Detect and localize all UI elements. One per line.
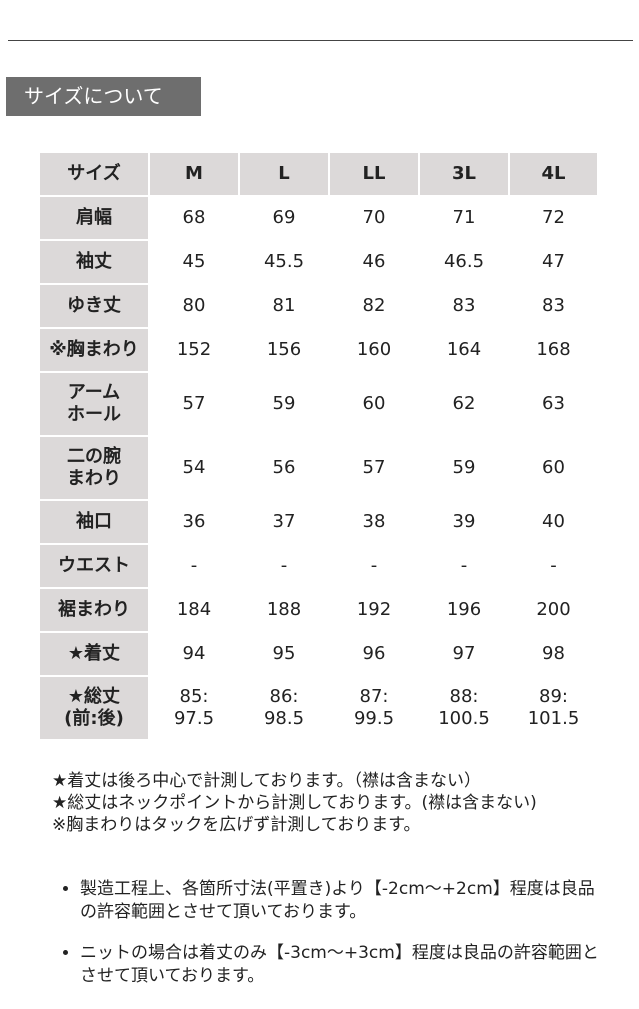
value-cell: 59 — [272, 393, 296, 414]
header-cell: LL — [330, 153, 418, 195]
value-cell: 98 — [542, 643, 565, 664]
table-row: 袖口 36 37 38 39 40 — [40, 501, 597, 543]
value-cell: 69 — [272, 207, 296, 228]
table-row: 二の腕 まわり 54 56 57 59 60 — [40, 437, 597, 499]
note: ★総丈はネックポイントから計測しております。(襟は含まない) — [52, 793, 537, 813]
value-cell: 168 — [536, 339, 571, 360]
header-cell: L — [240, 153, 328, 195]
table-row: 裾まわり 184 188 192 196 200 — [40, 589, 597, 631]
value-cell: 82 — [362, 295, 386, 316]
value-cell: 45.5 — [263, 251, 305, 272]
row-label: 袖丈 — [40, 241, 148, 283]
note: ※胸まわりはタックを広げず計測しております。 — [52, 815, 421, 835]
value-cell: 46 — [362, 251, 386, 272]
value-cell: 83 — [542, 295, 565, 316]
value-cell: 200 — [536, 599, 571, 620]
value-cell: 45 — [182, 251, 206, 272]
header-cell: 3L — [420, 153, 508, 195]
divider — [8, 40, 633, 41]
value-cell: 192 — [356, 599, 392, 620]
value-cell: 63 — [542, 393, 565, 414]
row-label: 裾まわり — [40, 589, 148, 631]
note: ★着丈は後ろ中心で計測しております。（襟は含まない） — [52, 771, 482, 791]
value-cell: 160 — [356, 339, 392, 360]
table-row: 袖丈 45 45.5 46 46.5 47 — [40, 241, 597, 283]
value-cell: - — [280, 555, 288, 576]
value-cell: 39 — [452, 511, 476, 532]
value-cell: 83 — [452, 295, 476, 316]
bullet: 製造工程上、各箇所寸法(平置き)より【-2cm～+2cm】程度は良品の許容範囲と… — [80, 878, 610, 924]
value-cell: 57 — [182, 393, 206, 414]
value-cell: - — [370, 555, 378, 576]
row-label: ★着丈 — [40, 633, 148, 675]
value-cell: - — [460, 555, 468, 576]
value-cell: 94 — [182, 643, 206, 664]
value-cell: 38 — [362, 511, 386, 532]
value-cell: 96 — [362, 643, 386, 664]
table-row: アーム ホール 57 59 60 62 63 — [40, 373, 597, 435]
table-row: ※胸まわり 152 156 160 164 168 — [40, 329, 597, 371]
value-cell: 71 — [452, 207, 476, 228]
value-cell: 152 — [176, 339, 212, 360]
section-heading: サイズについて — [6, 77, 201, 116]
table-row: ★着丈 94 95 96 97 98 — [40, 633, 597, 675]
row-label: 袖口 — [40, 501, 148, 543]
value-cell: 80 — [182, 295, 206, 316]
value-cell: 87: 99.5 — [353, 686, 395, 729]
value-cell: 88: 100.5 — [438, 686, 490, 729]
value-cell: 60 — [362, 393, 386, 414]
row-label: ★総丈 (前:後) — [40, 677, 148, 739]
notes: ★着丈は後ろ中心で計測しております。（襟は含まない） ★総丈はネックポイントから計… — [52, 770, 592, 836]
row-label: 肩幅 — [40, 197, 148, 239]
value-cell: 36 — [182, 511, 206, 532]
value-cell: 54 — [182, 457, 206, 478]
row-label: アーム ホール — [40, 373, 148, 435]
value-cell: 60 — [542, 457, 565, 478]
value-cell: 164 — [446, 339, 482, 360]
value-cell: 40 — [542, 511, 565, 532]
value-cell: 95 — [272, 643, 296, 664]
value-cell: 37 — [272, 511, 296, 532]
size-table: サイズ M L LL 3L 4L 肩幅 68 69 70 71 72 袖丈 45 45.5 46 46.5 47 ゆ… — [38, 151, 599, 741]
value-cell: 70 — [362, 207, 386, 228]
value-cell: 156 — [266, 339, 302, 360]
row-label: ※胸まわり — [40, 329, 148, 371]
value-cell: 81 — [272, 295, 296, 316]
value-cell: 47 — [542, 251, 565, 272]
table-row: 肩幅 68 69 70 71 72 — [40, 197, 597, 239]
header-cell: 4L — [510, 153, 597, 195]
value-cell: 59 — [452, 457, 476, 478]
value-cell: 46.5 — [443, 251, 485, 272]
table-row: ゆき丈 80 81 82 83 83 — [40, 285, 597, 327]
bullet: ニットの場合は着丈のみ【-3cm～+3cm】程度は良品の許容範囲とさせて頂いてお… — [80, 942, 610, 988]
value-cell: 97 — [452, 643, 476, 664]
value-cell: 56 — [272, 457, 296, 478]
value-cell: 196 — [446, 599, 482, 620]
table-row: ウエスト - - - - - — [40, 545, 597, 587]
row-label: ウエスト — [40, 545, 148, 587]
header-cell: サイズ — [40, 153, 148, 195]
value-cell: 57 — [362, 457, 386, 478]
header-row: サイズ M L LL 3L 4L — [40, 153, 597, 195]
value-cell: - — [550, 555, 557, 576]
table-row: ★総丈 (前:後) 85: 97.5 86: 98.5 87: 99.5 88: 100… — [40, 677, 597, 739]
value-cell: 72 — [542, 207, 565, 228]
header-cell: M — [150, 153, 238, 195]
bullet-list: 製造工程上、各箇所寸法(平置き)より【-2cm～+2cm】程度は良品の許容範囲と… — [60, 878, 610, 1006]
value-cell: 62 — [452, 393, 476, 414]
value-cell: - — [190, 555, 198, 576]
value-cell: 85: 97.5 — [173, 686, 215, 729]
row-label: ゆき丈 — [40, 285, 148, 327]
value-cell: 188 — [266, 599, 302, 620]
value-cell: 184 — [176, 599, 212, 620]
value-cell: 86: 98.5 — [263, 686, 305, 729]
value-cell: 68 — [182, 207, 206, 228]
value-cell: 89: 101.5 — [527, 686, 580, 729]
row-label: 二の腕 まわり — [40, 437, 148, 499]
